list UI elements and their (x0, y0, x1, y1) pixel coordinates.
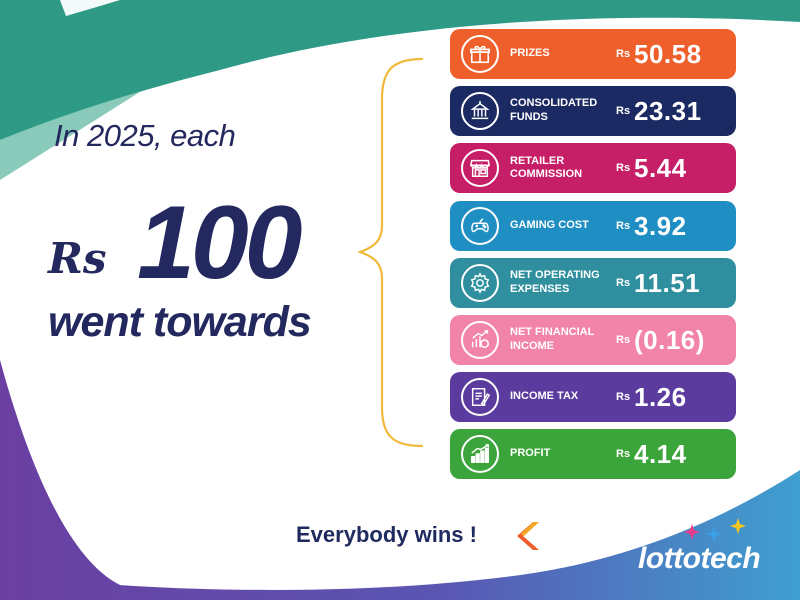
profit-chart-icon (461, 435, 499, 474)
currency-big: Rs (48, 234, 107, 283)
gift-icon (461, 35, 499, 73)
row-label: INCOME TAX (510, 390, 579, 403)
row-label: PROFIT (510, 447, 551, 460)
row-value: 1.26 (634, 382, 687, 413)
row-net-financial-income: NET FINANCIAL INCOME Rs (0.16) (450, 314, 736, 365)
row-currency: Rs (616, 105, 631, 118)
row-currency: Rs (616, 162, 631, 175)
row-consolidated-funds: CONSOLIDATED FUNDS Rs 23.31 (450, 86, 736, 137)
row-value: 50.58 (634, 39, 702, 69)
allocation-list: PRIZES Rs 50.58 CONSOLIDATED FUNDS Rs 23… (450, 29, 736, 487)
financial-growth-icon (461, 320, 499, 359)
tax-document-icon (461, 378, 499, 417)
row-net-operating-expenses: NET OPERATING EXPENSES Rs 11.51 (450, 257, 736, 308)
row-currency: Rs (616, 391, 631, 404)
row-label: PRIZES (510, 47, 550, 60)
row-value: 4.14 (634, 439, 687, 470)
slogan: Everybody wins ! (296, 522, 477, 547)
gear-icon (461, 263, 499, 302)
row-currency: Rs (616, 448, 631, 461)
intro-text: In 2025, each (54, 118, 236, 153)
row-currency: Rs (616, 333, 631, 346)
row-currency: Rs (616, 276, 631, 289)
row-income-tax: INCOME TAX Rs 1.26 (450, 372, 736, 423)
chevron-left-icon (517, 522, 539, 550)
gamepad-icon (461, 206, 499, 245)
row-label: RETAILER COMMISSION (510, 154, 583, 181)
amount-big: 100 (137, 185, 303, 301)
row-value: 3.92 (634, 210, 687, 241)
row-value: 5.44 (634, 153, 687, 184)
row-prizes: PRIZES Rs 50.58 (450, 29, 736, 79)
brand-logo: lottotech (638, 542, 761, 575)
row-value: 11.51 (634, 267, 701, 298)
storefront-icon (461, 149, 499, 188)
row-label: GAMING COST (510, 218, 589, 231)
row-profit: PROFIT Rs 4.14 (450, 429, 736, 480)
went-towards-text: went towards (48, 298, 312, 346)
row-currency: Rs (616, 219, 631, 232)
row-currency: Rs (616, 48, 631, 60)
row-gaming-cost: GAMING COST Rs 3.92 (450, 200, 736, 251)
row-value: 23.31 (634, 96, 702, 127)
government-building-icon (461, 92, 499, 131)
sparkles-icon (684, 518, 746, 542)
row-label: NET FINANCIAL INCOME (510, 326, 595, 352)
row-label: CONSOLIDATED FUNDS (510, 97, 598, 124)
row-retailer-commission: RETAILER COMMISSION Rs 5.44 (450, 143, 736, 194)
row-label: NET OPERATING EXPENSES (510, 269, 600, 295)
row-value: (0.16) (634, 324, 705, 355)
curly-brace (356, 57, 424, 448)
